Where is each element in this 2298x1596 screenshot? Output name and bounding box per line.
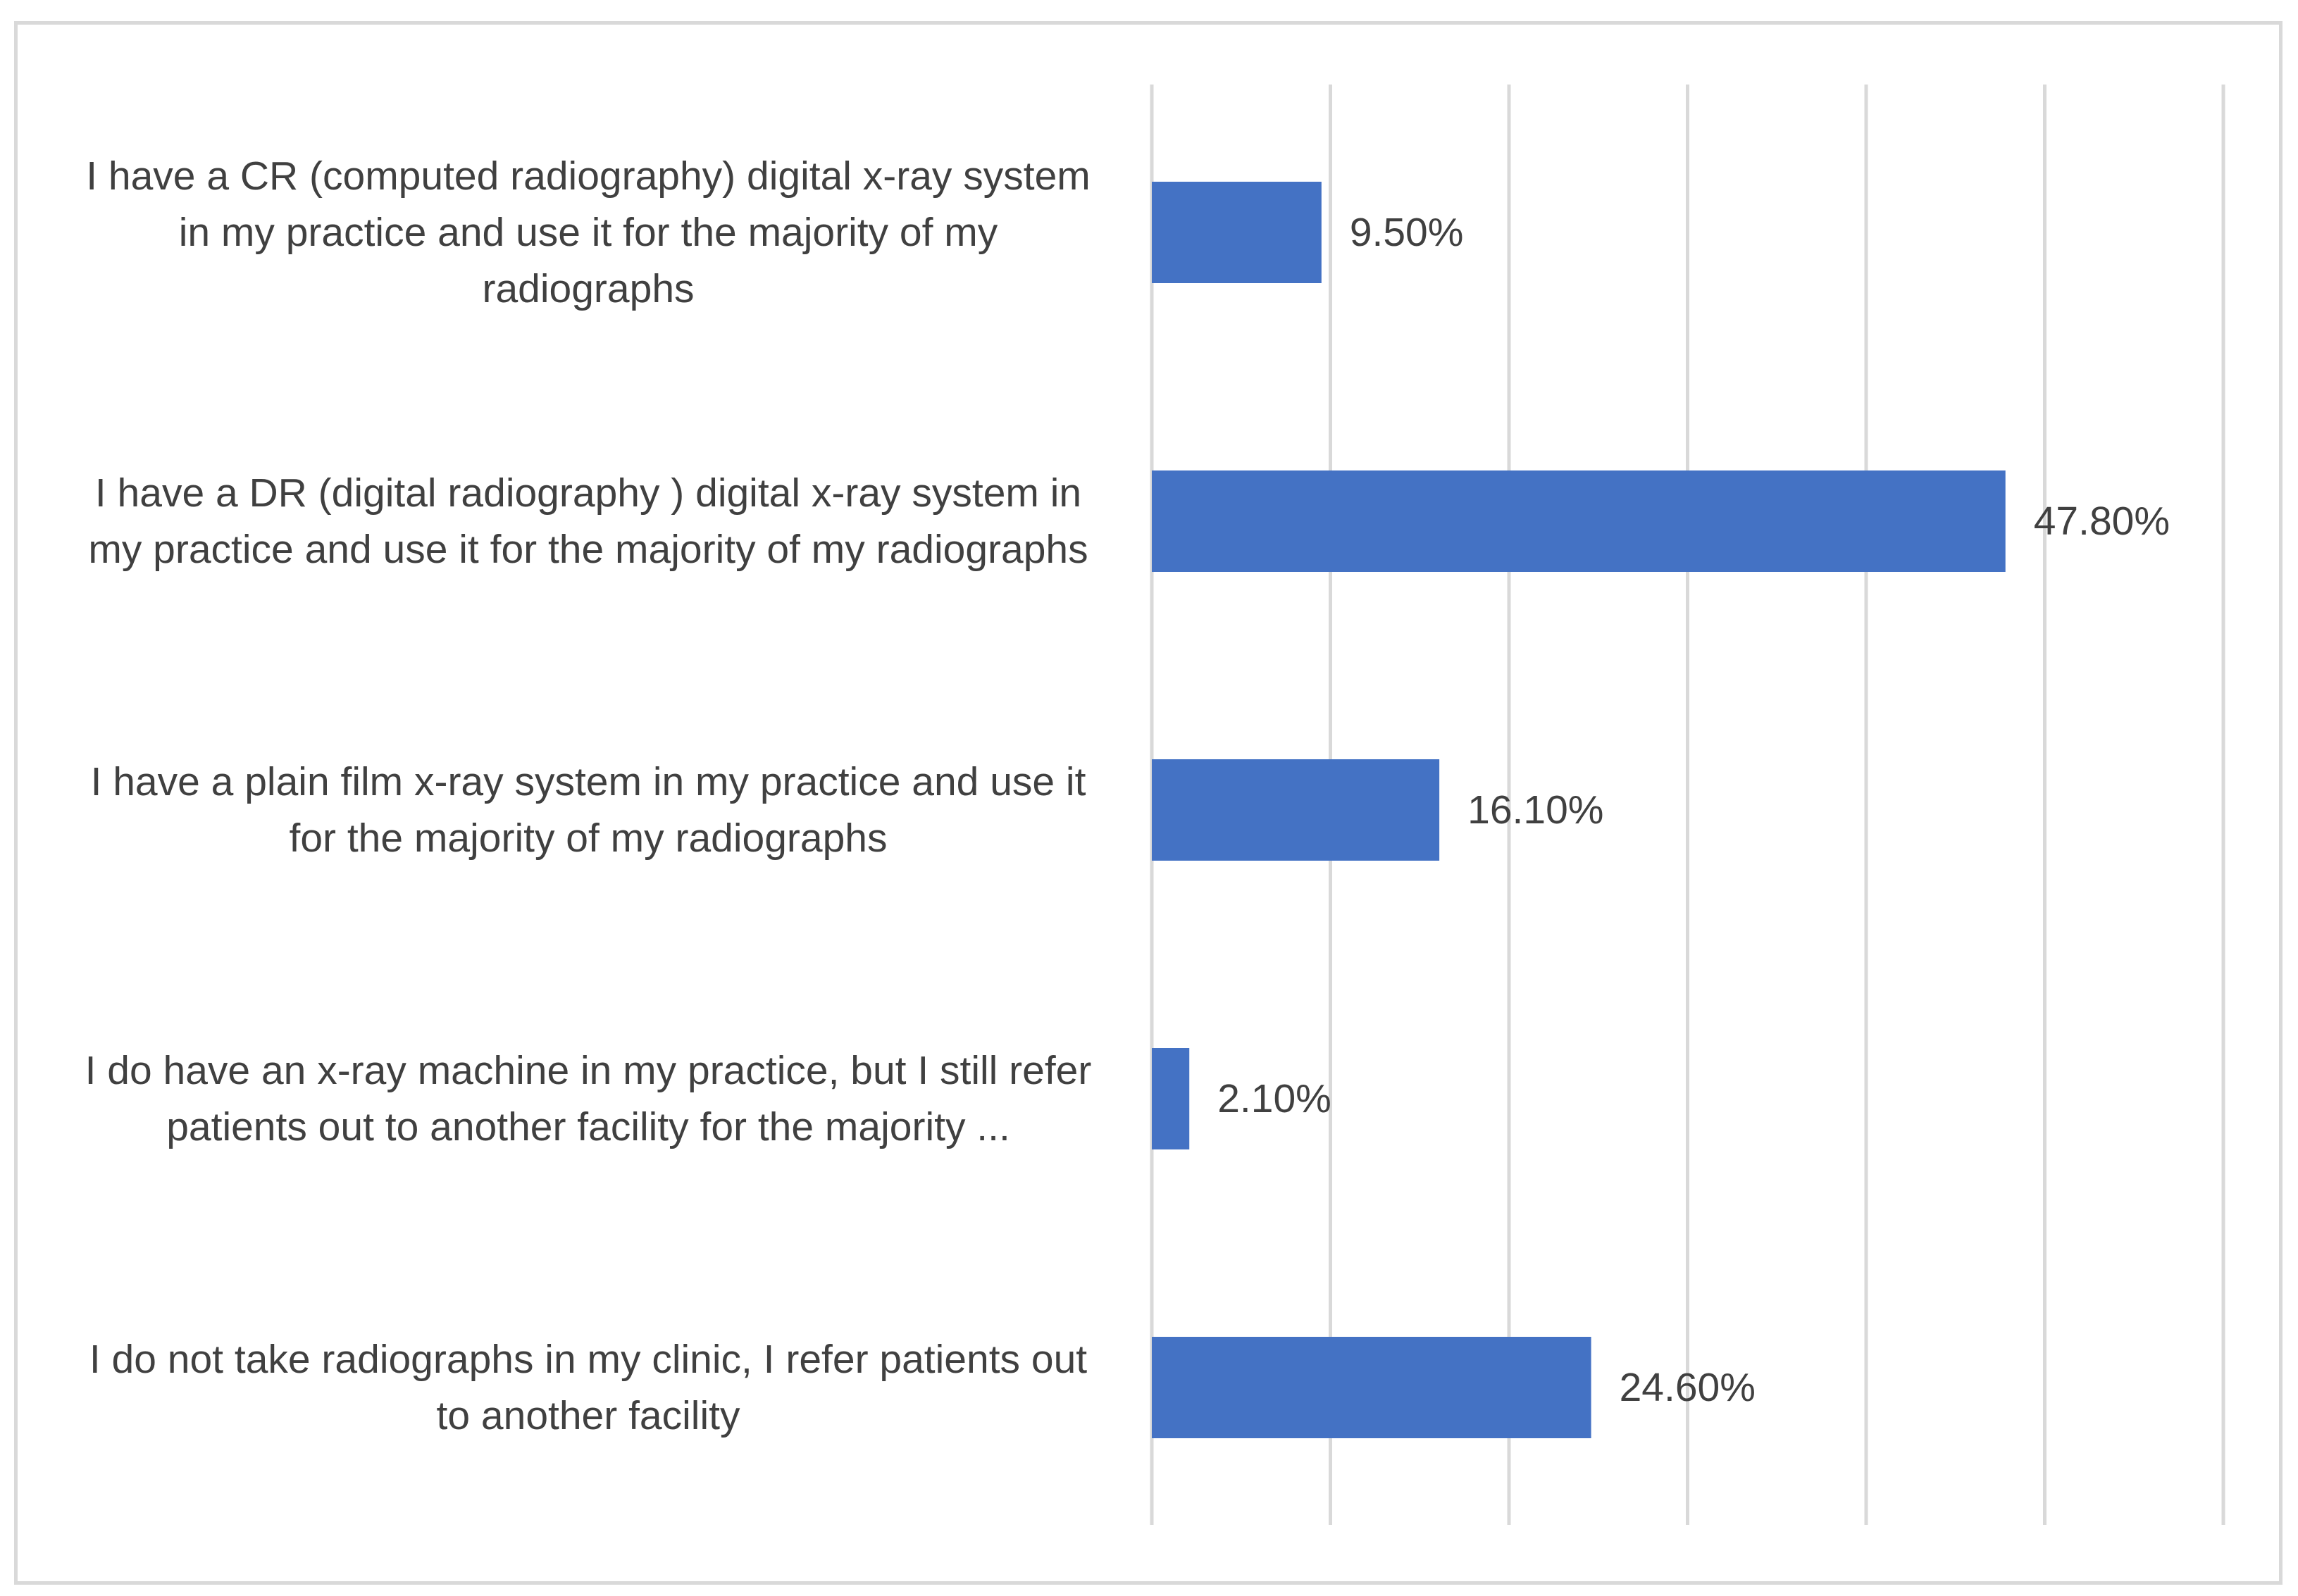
bars [1152,182,2006,1438]
bar-chart: I have a CR (computed radiography) digit… [85,85,2225,1525]
data-label-3: 16.10% [1467,787,1603,833]
data-labels: 9.50% 47.80% 16.10% 2.10% 24.60% [1217,210,2170,1410]
category-label-line: patients out to another facility for the… [166,1104,1010,1149]
category-label-3: I have a plain film x-ray system in my p… [91,759,1086,861]
category-label-line: I do have an x-ray machine in my practic… [85,1048,1092,1093]
bar-1 [1152,182,1322,283]
bar-5 [1152,1337,1591,1438]
bar-3 [1152,759,1440,861]
bar-2 [1152,470,2006,572]
gridlines [1150,85,2225,1525]
category-label-line: radiographs [482,266,694,311]
category-label-line: for the majority of my radiographs [289,816,887,861]
category-label-line: in my practice and use it for the majori… [179,210,998,255]
category-label-5: I do not take radiographs in my clinic, … [89,1337,1087,1438]
category-label-line: my practice and use it for the majority … [88,527,1088,572]
category-label-line: I have a DR (digital radiography ) digit… [95,470,1081,516]
category-label-4: I do have an x-ray machine in my practic… [85,1048,1092,1149]
category-label-line: to another facility [437,1393,740,1438]
category-label-line: I do not take radiographs in my clinic, … [89,1337,1087,1382]
category-label-1: I have a CR (computed radiography) digit… [86,154,1091,311]
category-label-line: I have a plain film x-ray system in my p… [91,759,1086,804]
category-labels: I have a CR (computed radiography) digit… [85,154,1092,1438]
category-label-2: I have a DR (digital radiography ) digit… [88,470,1088,572]
data-label-4: 2.10% [1217,1076,1331,1121]
data-label-2: 47.80% [2034,499,2170,544]
bar-4 [1152,1048,1190,1149]
chart-frame: I have a CR (computed radiography) digit… [14,21,2283,1585]
data-label-5: 24.60% [1620,1365,1756,1410]
data-label-1: 9.50% [1350,210,1464,255]
category-label-line: I have a CR (computed radiography) digit… [86,154,1091,199]
